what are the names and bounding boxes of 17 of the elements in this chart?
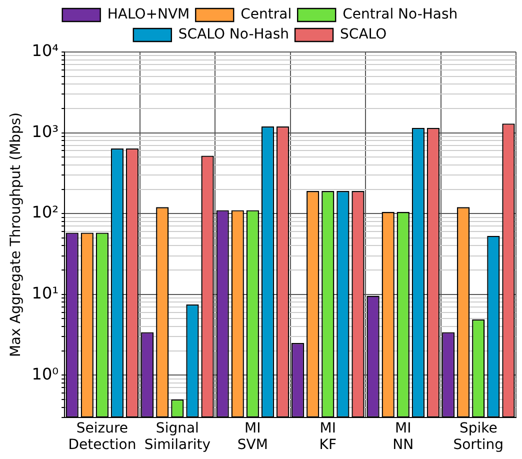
x-tick-label: Signal Similarity — [144, 420, 211, 454]
y-tick-label: 10¹ — [32, 284, 59, 303]
y-tick-label: 10⁰ — [32, 364, 59, 384]
x-tick-label: MI SVM — [237, 420, 268, 454]
x-tick-label: MI KF — [319, 420, 337, 454]
x-tick-label: Seizure Detection — [68, 420, 136, 454]
legend-label: HALO+NVM — [107, 6, 190, 23]
legend-label: Central — [240, 6, 292, 23]
legend-label: SCALO — [340, 26, 387, 43]
x-tick-label: Spike Sorting — [453, 420, 504, 454]
y-tick-label: 10³ — [32, 122, 59, 141]
legend-label: Central No-Hash — [342, 6, 458, 23]
x-tick-label: MI NN — [392, 420, 414, 454]
legend-label: SCALO No-Hash — [178, 26, 290, 43]
y-tick-label: 10² — [32, 202, 59, 222]
y-axis-title: Max Aggregate Throughput (Mbps) — [8, 112, 24, 358]
y-tick-label: 10⁴ — [32, 41, 59, 60]
